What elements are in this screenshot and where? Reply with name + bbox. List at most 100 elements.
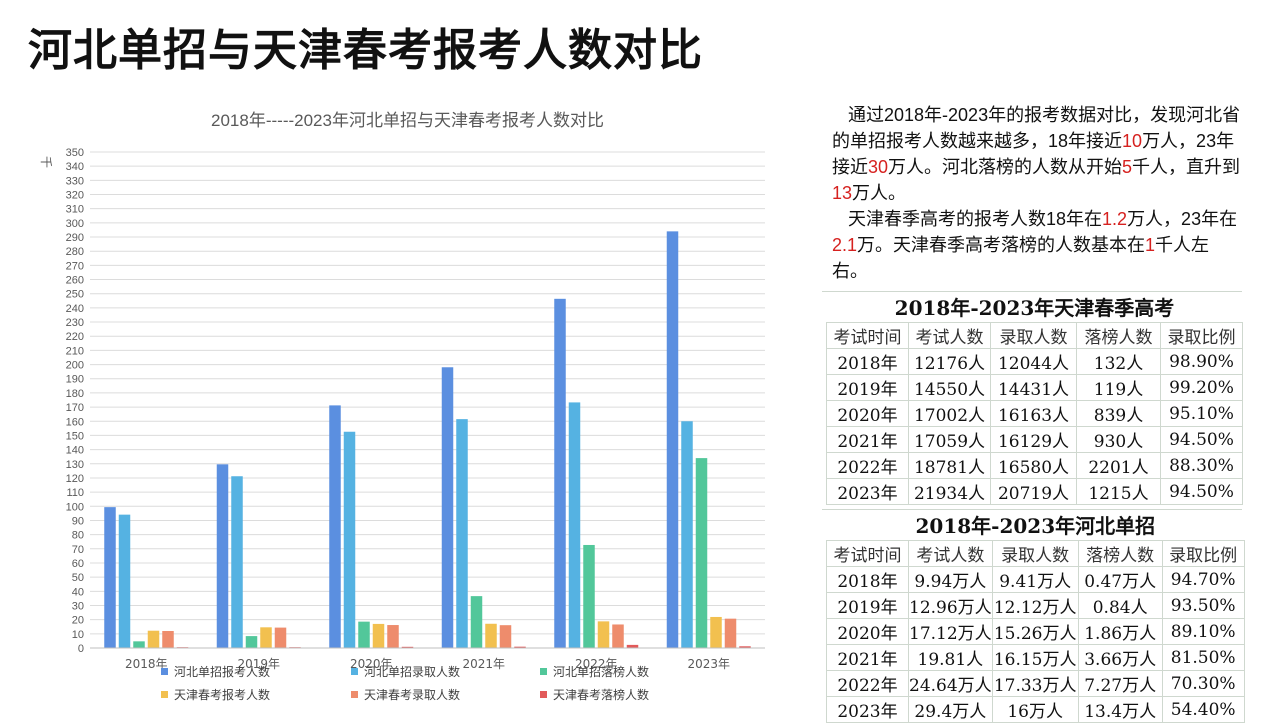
table-cell: 2019年: [826, 374, 909, 401]
table-row: 2020年 17.12万人 15.26万人 1.86万人 89.10%: [826, 618, 1245, 645]
table-cell: 88.30%: [1160, 452, 1243, 479]
table-cell: 81.50%: [1161, 644, 1245, 671]
bar: [104, 507, 116, 648]
table-header-cell: 录取人数: [991, 540, 1079, 567]
table-cell: 0.47万人: [1077, 566, 1163, 593]
table-cell: 17.33万人: [991, 670, 1079, 697]
table-cell: 132人: [1076, 348, 1161, 375]
bar: [485, 623, 497, 648]
table-cell: 12176人: [908, 348, 991, 375]
y-tick-label: 340: [66, 161, 84, 173]
table-cell: 99.20%: [1160, 374, 1243, 401]
table-cell: 839人: [1076, 400, 1161, 427]
description-text-segment: 万人，23年接近: [832, 131, 1235, 177]
x-tick-label: 2019年: [237, 657, 280, 671]
table-row: 2022年 18781人 16580人 2201人 88.30%: [826, 452, 1243, 479]
table-header-cell: 落榜人数: [1077, 540, 1163, 567]
y-tick-label: 0: [78, 643, 84, 655]
y-tick-label: 150: [66, 430, 84, 442]
y-tick-label: 170: [66, 402, 84, 414]
table-row: 2021年 17059人 16129人 930人 94.50%: [826, 426, 1243, 453]
bar: [739, 646, 751, 648]
bar-chart: 2018年-----2023年河北单招与天津春考报考人数对比 0 10 20 30 40 5…: [39, 111, 765, 702]
legend-label: 河北单招录取人数: [364, 664, 460, 679]
table-cell: 94.50%: [1160, 478, 1243, 505]
legend-swatch: [351, 691, 358, 698]
table-cell: 18781人: [908, 452, 991, 479]
y-tick-label: 330: [66, 175, 84, 187]
y-tick-label: 100: [66, 501, 84, 513]
description-text-segment: 万人。河北落榜的人数从开始: [888, 157, 1123, 177]
description-text-segment: 万人，23年在: [1127, 209, 1238, 229]
divider: [822, 509, 1242, 510]
table-row: 2018年 9.94万人 9.41万人 0.47万人 94.70%: [826, 566, 1245, 593]
highlight-number: 1.2: [1102, 209, 1128, 229]
bar: [162, 630, 174, 648]
table-cell: 930人: [1076, 426, 1161, 453]
legend-swatch: [161, 691, 168, 698]
table-cell: 17059人: [908, 426, 991, 453]
y-tick-label: 320: [66, 190, 84, 202]
table-cell: 1215人: [1076, 478, 1161, 505]
highlight-number: 30: [868, 157, 889, 177]
y-tick-label: 220: [66, 331, 84, 343]
table-cell: 9.94万人: [908, 566, 993, 593]
table-header-cell: 考试时间: [826, 540, 909, 567]
legend-label: 天津春考录取人数: [364, 687, 460, 702]
table-row: 2018年 12176人 12044人 132人 98.90%: [826, 348, 1243, 375]
table-cell: 3.66万人: [1077, 644, 1163, 671]
bar: [666, 231, 679, 649]
highlight-number: 10: [1122, 131, 1143, 151]
y-tick-label: 230: [66, 317, 84, 329]
y-tick-label: 240: [66, 303, 84, 315]
bar: [441, 367, 454, 648]
description-paragraph-2: 天津春季高考的报考人数18年在1.2万人，23年在 2.1万。天津春季高考落榜的人…: [832, 206, 1242, 284]
bar: [216, 464, 229, 648]
table-cell: 94.50%: [1160, 426, 1243, 453]
table-header-row: 考试时间 考试人数 录取人数 落榜人数 录取比例: [826, 540, 1245, 567]
table-header-cell: 考试人数: [908, 540, 993, 567]
bar: [456, 419, 468, 648]
hebei-table: 考试时间 考试人数 录取人数 落榜人数 录取比例 2018年 9.94万人 9.41万人 0.…: [826, 540, 1245, 723]
table-header-cell: 录取比例: [1161, 540, 1245, 567]
legend-swatch: [351, 668, 358, 675]
legend-label: 天津春考落榜人数: [553, 687, 649, 702]
y-tick-label: 280: [66, 246, 84, 258]
bar: [358, 621, 370, 648]
description-text-segment: 万。天津春季高考落榜的人数基本在: [857, 235, 1146, 255]
y-tick-label: 60: [72, 558, 84, 570]
y-tick-label: 110: [66, 487, 84, 499]
table-row: 2022年 24.64万人 17.33万人 7.27万人 70.30%: [826, 670, 1245, 697]
bar: [274, 627, 287, 648]
y-tick-label: 130: [66, 459, 84, 471]
y-tick-label: 180: [66, 388, 84, 400]
description-paragraph-1: 通过2018年-2023年的报考数据对比，发现河北省的单招报考人数越来越多，18…: [832, 102, 1242, 206]
highlight-number: 2.1: [832, 235, 858, 255]
bar: [710, 616, 722, 648]
bar: [514, 646, 526, 648]
table-cell: 2021年: [826, 644, 909, 671]
table-cell: 2020年: [826, 618, 909, 645]
table-cell: 16580人: [990, 452, 1077, 479]
table-cell: 9.41万人: [991, 566, 1079, 593]
chart-title: 2018年-----2023年河北单招与天津春考报考人数对比: [211, 111, 604, 130]
bar: [499, 625, 512, 648]
table-cell: 19.81人: [908, 644, 993, 671]
bar: [133, 641, 145, 648]
x-tick-label: 2020年: [350, 657, 393, 671]
y-tick-label: 80: [72, 530, 84, 542]
table-cell: 21934人: [908, 478, 991, 505]
table-cell: 70.30%: [1161, 670, 1245, 697]
bar: [612, 624, 624, 648]
description-text-segment: 千人左右。: [832, 235, 1210, 281]
table-cell: 2023年: [826, 478, 909, 505]
bar: [681, 421, 693, 648]
table-cell: 12.12万人: [991, 592, 1079, 619]
y-tick-label: 290: [66, 232, 84, 244]
description-text: 通过2018年-2023年的报考数据对比，发现河北省的单招报考人数越来越多，18…: [832, 102, 1242, 284]
y-tick-label: 160: [66, 416, 84, 428]
table-cell: 14550人: [908, 374, 991, 401]
y-tick-label: 270: [66, 260, 84, 272]
description-text-segment: 千人，直升到: [1132, 157, 1241, 177]
legend-label: 天津春考报考人数: [174, 687, 270, 702]
